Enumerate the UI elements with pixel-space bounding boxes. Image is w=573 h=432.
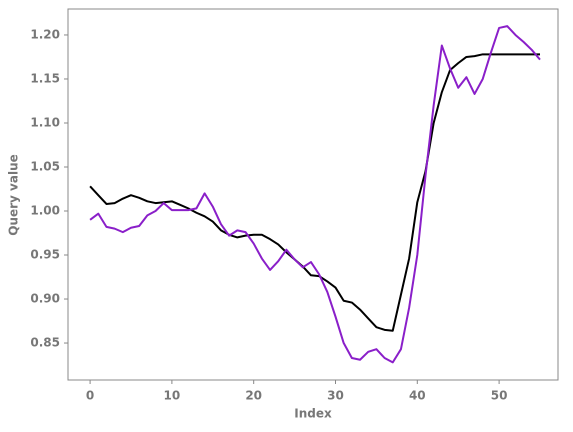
y-tick-label: 1.15 xyxy=(30,71,60,85)
series-line xyxy=(89,53,541,332)
y-tick-label: 1.20 xyxy=(30,27,60,41)
plot-frame xyxy=(67,8,559,381)
y-tick-label: 1.10 xyxy=(30,115,60,129)
y-tick-label: 0.95 xyxy=(30,248,60,262)
y-tick-label: 1.00 xyxy=(30,204,60,218)
y-axis-label: Query value xyxy=(7,154,21,236)
series-line xyxy=(89,25,541,364)
x-tick-label: 50 xyxy=(491,389,508,403)
x-tick-label: 10 xyxy=(164,389,181,403)
x-tick-label: 30 xyxy=(327,389,344,403)
y-tick-label: 0.90 xyxy=(30,292,60,306)
y-tick-label: 1.05 xyxy=(30,159,60,173)
x-tick-label: 40 xyxy=(409,389,426,403)
x-axis-label: Index xyxy=(294,407,332,421)
x-tick-label: 0 xyxy=(86,389,94,403)
y-tick-label: 0.85 xyxy=(30,336,60,350)
x-tick-label: 20 xyxy=(245,389,262,403)
